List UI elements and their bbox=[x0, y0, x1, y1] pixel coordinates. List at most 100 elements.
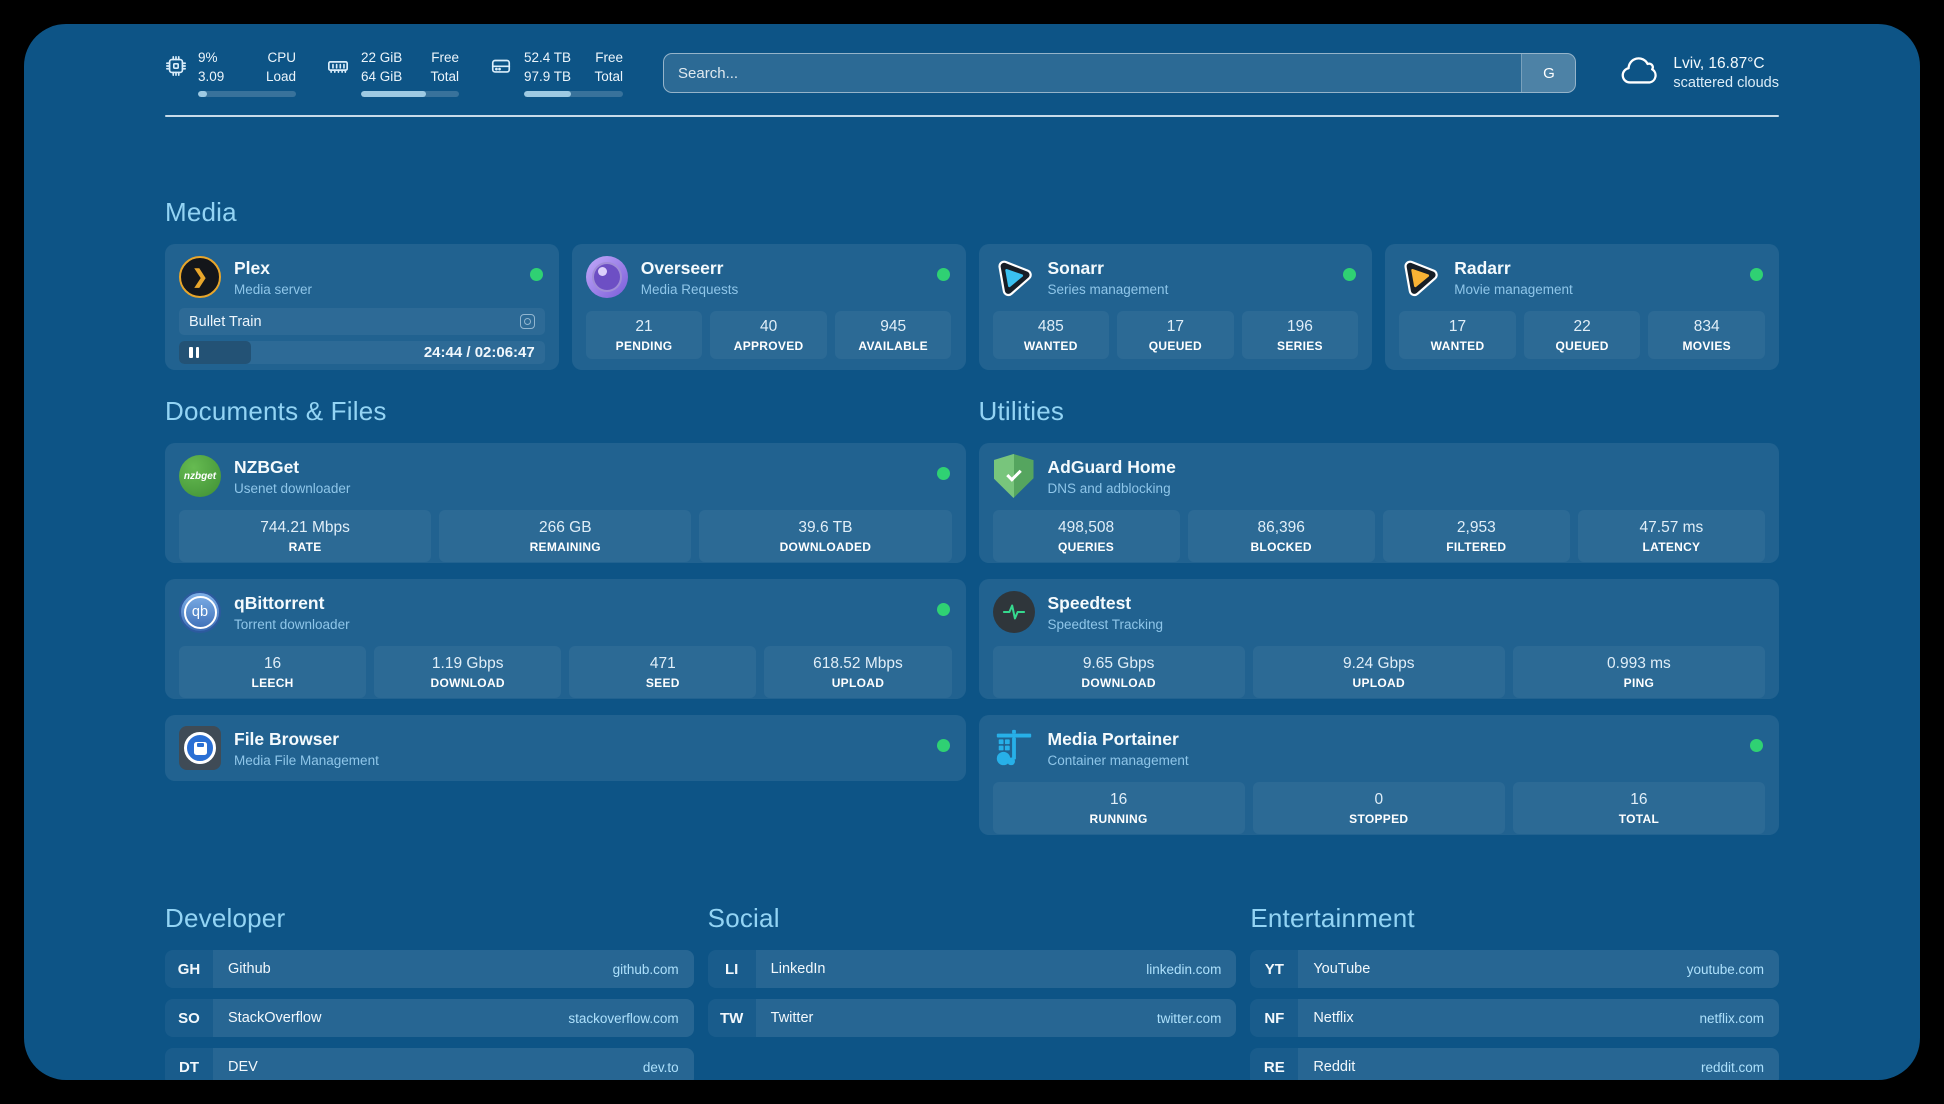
card-sonarr[interactable]: Sonarr Series management 485 WANTED 17 Q… bbox=[978, 244, 1373, 370]
stat-value: 16 bbox=[1630, 791, 1648, 808]
stat-label: FILTERED bbox=[1446, 540, 1507, 554]
stat-tile: 266 GB REMAINING bbox=[439, 510, 692, 562]
bookmark-abbr: SO bbox=[165, 999, 213, 1037]
card-subtitle: Media server bbox=[234, 281, 313, 297]
card-portainer[interactable]: Media Portainer Container management 16 … bbox=[978, 715, 1779, 835]
status-dot bbox=[936, 268, 950, 281]
card-subtitle: Series management bbox=[1047, 281, 1169, 297]
card-title: Radarr bbox=[1454, 257, 1511, 278]
bookmark-reddit[interactable]: RE Reddit reddit.com bbox=[1250, 1048, 1779, 1080]
bookmark-url: github.com bbox=[612, 961, 679, 977]
search-input[interactable] bbox=[664, 64, 1522, 82]
player-time: 24:44 / 02:06:47 bbox=[423, 344, 535, 361]
card-plex[interactable]: ❯ Plex Media server Bullet Train bbox=[165, 244, 559, 370]
stat-value: 17 bbox=[1166, 318, 1184, 335]
bookmark-url: reddit.com bbox=[1700, 1059, 1764, 1075]
stat-tile: 744.21 Mbps RATE bbox=[179, 510, 432, 562]
stat-tile: 834 MOVIES bbox=[1648, 311, 1765, 359]
cpu-load-label: Load bbox=[265, 68, 296, 84]
stat-value: 0 bbox=[1374, 791, 1384, 808]
bookmark-stackoverflow[interactable]: SO StackOverflow stackoverflow.com bbox=[165, 999, 694, 1037]
card-nzbget[interactable]: nzbget NZBGet Usenet downloader 744.21 M… bbox=[165, 443, 966, 563]
bookmark-name: DEV bbox=[228, 1059, 258, 1075]
cpu-stat: 9% 3.09 CPU Load bbox=[165, 49, 296, 97]
stat-value: 834 bbox=[1693, 318, 1720, 335]
weather-location-temp: Lviv, 16.87°C bbox=[1673, 55, 1765, 72]
media-type-icon bbox=[519, 314, 535, 329]
header-bar: 9% 3.09 CPU Load bbox=[165, 46, 1779, 100]
stat-label: APPROVED bbox=[733, 339, 804, 353]
stat-value: 21 bbox=[635, 318, 653, 335]
stat-label: UPLOAD bbox=[831, 676, 885, 690]
stat-label: DOWNLOAD bbox=[430, 676, 505, 690]
player-bar: 24:44 / 02:06:47 bbox=[179, 341, 545, 364]
stat-label: BLOCKED bbox=[1250, 540, 1312, 554]
adguard-icon bbox=[993, 454, 1035, 498]
section-title-developer: Developer bbox=[165, 903, 286, 933]
bookmark-linkedin[interactable]: LI LinkedIn linkedin.com bbox=[707, 950, 1237, 988]
stat-tile: 0.993 ms PING bbox=[1512, 646, 1766, 698]
card-overseerr[interactable]: Overseerr Media Requests 21 PENDING 40 A… bbox=[571, 244, 966, 370]
dashboard: 9% 3.09 CPU Load bbox=[24, 24, 1920, 1080]
card-subtitle: DNS and adblocking bbox=[1047, 480, 1171, 496]
card-radarr[interactable]: Radarr Movie management 17 WANTED 22 QUE… bbox=[1385, 244, 1779, 370]
cpu-usage-label: CPU bbox=[267, 50, 296, 66]
ram-total-label: Total bbox=[430, 68, 459, 84]
ram-icon bbox=[326, 55, 350, 82]
overseerr-icon bbox=[585, 256, 628, 298]
card-qbittorrent[interactable]: qb qBittorrent Torrent downloader 16 bbox=[165, 579, 966, 699]
stat-label: SEED bbox=[645, 676, 680, 690]
ram-stat: 22 GiB 64 GiB Free Total bbox=[326, 49, 459, 97]
cpu-usage-value: 9% bbox=[198, 50, 218, 66]
stat-label: DOWNLOAD bbox=[1081, 676, 1156, 690]
search-engine-button[interactable]: G bbox=[1521, 54, 1576, 92]
bookmark-youtube[interactable]: YT YouTube youtube.com bbox=[1250, 950, 1779, 988]
stat-value: 1.19 Gbps bbox=[431, 655, 504, 672]
ram-total-value: 64 GiB bbox=[361, 68, 403, 84]
disk-free-value: 52.4 TB bbox=[524, 50, 572, 66]
stat-tile: 1.19 Gbps DOWNLOAD bbox=[374, 646, 562, 698]
card-filebrowser[interactable]: File Browser Media File Management bbox=[165, 715, 966, 781]
ram-progress-track bbox=[361, 90, 459, 97]
stat-label: UPLOAD bbox=[1352, 676, 1405, 690]
bookmark-twitter[interactable]: TW Twitter twitter.com bbox=[707, 999, 1237, 1037]
weather-widget: Lviv, 16.87°C scattered clouds bbox=[1618, 55, 1779, 92]
stat-tile: 945 AVAILABLE bbox=[834, 311, 952, 359]
stat-value: 39.6 TB bbox=[798, 519, 853, 536]
card-title: Speedtest bbox=[1047, 592, 1132, 613]
card-title: AdGuard Home bbox=[1047, 456, 1176, 477]
bookmark-abbr: TW bbox=[707, 999, 756, 1037]
status-dot bbox=[1750, 268, 1763, 281]
stat-label: DOWNLOADED bbox=[779, 540, 872, 554]
card-subtitle: Usenet downloader bbox=[234, 480, 351, 496]
stat-tile: 16 RUNNING bbox=[992, 782, 1245, 834]
bookmark-name: LinkedIn bbox=[770, 961, 826, 977]
card-adguard[interactable]: AdGuard Home DNS and adblocking 498,508 … bbox=[978, 443, 1779, 563]
stat-label: QUEUED bbox=[1555, 339, 1609, 353]
stat-tile: 40 APPROVED bbox=[710, 311, 827, 359]
stat-value: 2,953 bbox=[1456, 519, 1496, 536]
cpu-progress-track bbox=[198, 90, 296, 97]
stat-value: 266 GB bbox=[538, 519, 592, 536]
stat-label: RUNNING bbox=[1089, 812, 1148, 826]
bookmark-dev[interactable]: DT DEV dev.to bbox=[165, 1048, 694, 1080]
search-bar: G bbox=[663, 53, 1577, 93]
bookmark-github[interactable]: GH Github github.com bbox=[165, 950, 694, 988]
stat-tile: 9.65 Gbps DOWNLOAD bbox=[992, 646, 1245, 698]
pause-button[interactable] bbox=[189, 347, 199, 358]
bookmark-netflix[interactable]: NF Netflix netflix.com bbox=[1250, 999, 1779, 1037]
player-progress-fill bbox=[179, 341, 251, 364]
stat-tile: 0 STOPPED bbox=[1252, 782, 1505, 834]
cpu-load-value: 3.09 bbox=[198, 68, 225, 84]
stat-tile: 618.52 Mbps UPLOAD bbox=[764, 646, 952, 698]
card-speedtest[interactable]: Speedtest Speedtest Tracking 9.65 Gbps D… bbox=[978, 579, 1779, 699]
stat-tile: 17 QUEUED bbox=[1117, 311, 1234, 359]
stat-tile: 498,508 QUERIES bbox=[992, 510, 1180, 562]
stat-label: SERIES bbox=[1277, 339, 1323, 353]
sonarr-icon bbox=[993, 256, 1035, 298]
stat-value: 618.52 Mbps bbox=[813, 655, 903, 672]
card-subtitle: Speedtest Tracking bbox=[1047, 616, 1164, 632]
bookmark-name: YouTube bbox=[1313, 961, 1371, 977]
radarr-icon bbox=[1399, 256, 1441, 298]
card-title: Overseerr bbox=[640, 257, 724, 278]
